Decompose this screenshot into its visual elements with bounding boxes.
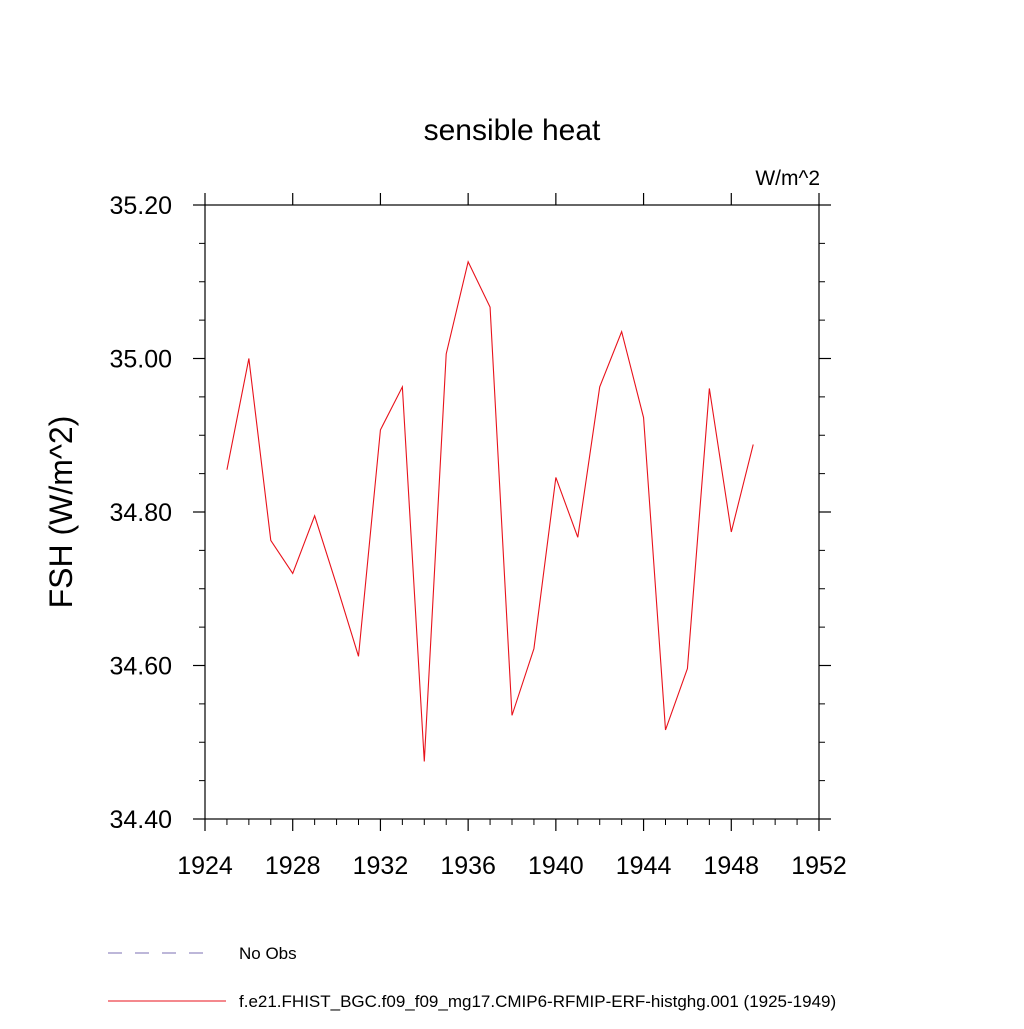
plot-frame (204, 204, 820, 820)
legend-label-model-run: f.e21.FHIST_BGC.f09_f09_mg17.CMIP6-RFMIP… (239, 992, 836, 1011)
x-tick-label: 1940 (528, 852, 584, 880)
y-tick-label: 34.60 (109, 653, 172, 681)
x-tick-label: 1928 (265, 852, 321, 880)
x-tick-label: 1948 (703, 852, 759, 880)
x-tick-label: 1932 (353, 852, 409, 880)
legend: No Obs f.e21.FHIST_BGC.f09_f09_mg17.CMIP… (108, 944, 836, 1011)
series-line-0 (226, 260, 754, 762)
y-tick-label: 34.40 (109, 806, 172, 834)
axis-ticks (193, 193, 831, 831)
chart-title: sensible heat (424, 114, 601, 147)
y-tick-label: 35.00 (109, 346, 172, 374)
legend-label-no-obs: No Obs (239, 944, 297, 963)
y-axis-title: FSH (W/m^2) (43, 416, 79, 609)
x-tick-label: 1924 (177, 852, 233, 880)
series-lines (226, 260, 754, 762)
units-label: W/m^2 (755, 167, 820, 190)
x-tick-label: 1944 (616, 852, 672, 880)
y-tick-label: 35.20 (109, 192, 172, 220)
x-tick-label: 1952 (791, 852, 847, 880)
y-tick-label: 34.80 (109, 499, 172, 527)
axis-tick-labels: 1924 1928 1932 1936 1940 1944 1948 1952 34.40 34.… (109, 192, 846, 880)
x-tick-label: 1936 (440, 852, 496, 880)
